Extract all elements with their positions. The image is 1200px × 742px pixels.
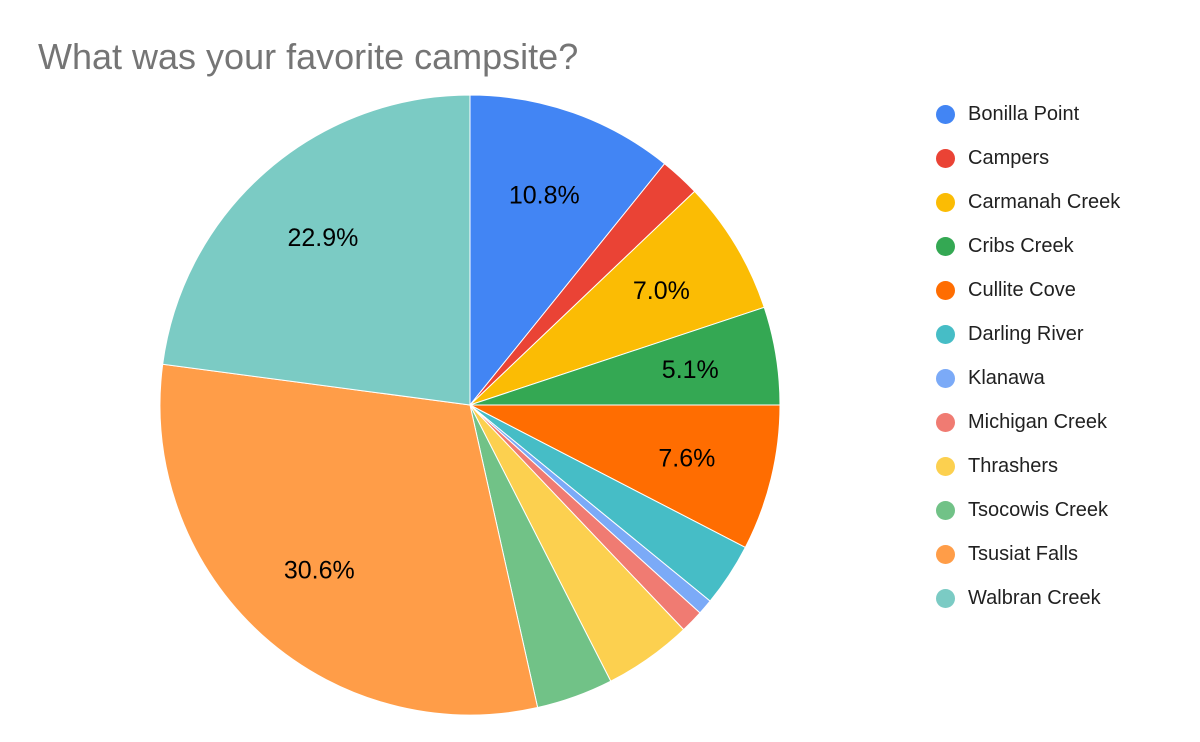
legend-color-dot-carmanah-creek (936, 192, 955, 212)
chart-title: What was your favorite campsite? (38, 36, 579, 77)
pie-slice-value-label-walbran-creek: 22.9% (287, 224, 358, 252)
legend-color-dot-walbran-creek (936, 588, 955, 608)
legend-color-dot-cullite-cove (936, 280, 955, 300)
legend-label-campers: Campers (968, 146, 1050, 169)
legend-label-bonilla-point: Bonilla Point (968, 102, 1080, 125)
legend-item-klanawa: Klanawa (936, 366, 1120, 390)
pie-slice-value-label-tsusiat-falls: 30.6% (284, 556, 355, 584)
pie-slice-tsusiat-falls (159, 363, 539, 716)
legend-item-cribs-creek: Cribs Creek (936, 234, 1120, 258)
pie-slice-value-label-carmanah-creek: 7.0% (633, 277, 690, 305)
legend-item-darling-river: Darling River (936, 322, 1120, 346)
pie-slice-value-label-cullite-cove: 7.6% (658, 445, 715, 473)
legend-label-cullite-cove: Cullite Cove (968, 278, 1076, 301)
legend-label-cribs-creek: Cribs Creek (968, 234, 1074, 257)
legend-item-walbran-creek: Walbran Creek (936, 586, 1120, 610)
legend: Bonilla Point Campers Carmanah Creek Cribs … (936, 102, 1120, 630)
pie-slice-cullite-cove (469, 404, 781, 549)
legend-label-carmanah-creek: Carmanah Creek (968, 190, 1121, 213)
legend-color-dot-thrashers (936, 456, 955, 476)
pie-slice-bonilla-point (469, 94, 666, 407)
pie-slice-value-label-bonilla-point: 10.8% (509, 181, 580, 209)
legend-color-dot-cribs-creek (936, 236, 955, 256)
legend-color-dot-tsusiat-falls (936, 544, 955, 564)
pie-slice-value-label-cribs-creek: 5.1% (662, 356, 719, 384)
legend-color-dot-bonilla-point (936, 104, 955, 124)
legend-color-dot-klanawa (936, 368, 955, 388)
legend-color-dot-campers (936, 148, 955, 168)
legend-item-thrashers: Thrashers (936, 454, 1120, 478)
legend-color-dot-darling-river (936, 324, 955, 344)
legend-label-tsocowis-creek: Tsocowis Creek (968, 498, 1109, 521)
legend-label-thrashers: Thrashers (968, 454, 1059, 477)
legend-color-dot-tsocowis-creek (936, 500, 955, 520)
legend-label-walbran-creek: Walbran Creek (968, 586, 1101, 609)
legend-item-carmanah-creek: Carmanah Creek (936, 190, 1120, 214)
legend-item-tsusiat-falls: Tsusiat Falls (936, 542, 1120, 566)
legend-item-bonilla-point: Bonilla Point (936, 102, 1120, 126)
legend-item-campers: Campers (936, 146, 1120, 170)
legend-label-tsusiat-falls: Tsusiat Falls (968, 542, 1079, 565)
pie-chart: 10.8% 7.0% 5.1% 7.6% 30.6% 22.9% (159, 94, 781, 716)
legend-label-michigan-creek: Michigan Creek (968, 410, 1107, 433)
legend-color-dot-michigan-creek (936, 412, 955, 432)
pie-slice-walbran-creek (162, 94, 471, 406)
legend-item-cullite-cove: Cullite Cove (936, 278, 1120, 302)
legend-item-michigan-creek: Michigan Creek (936, 410, 1120, 434)
legend-label-klanawa: Klanawa (968, 366, 1045, 389)
pie-slice-carmanah-creek (469, 190, 765, 406)
legend-item-tsocowis-creek: Tsocowis Creek (936, 498, 1120, 522)
legend-label-darling-river: Darling River (968, 322, 1084, 345)
